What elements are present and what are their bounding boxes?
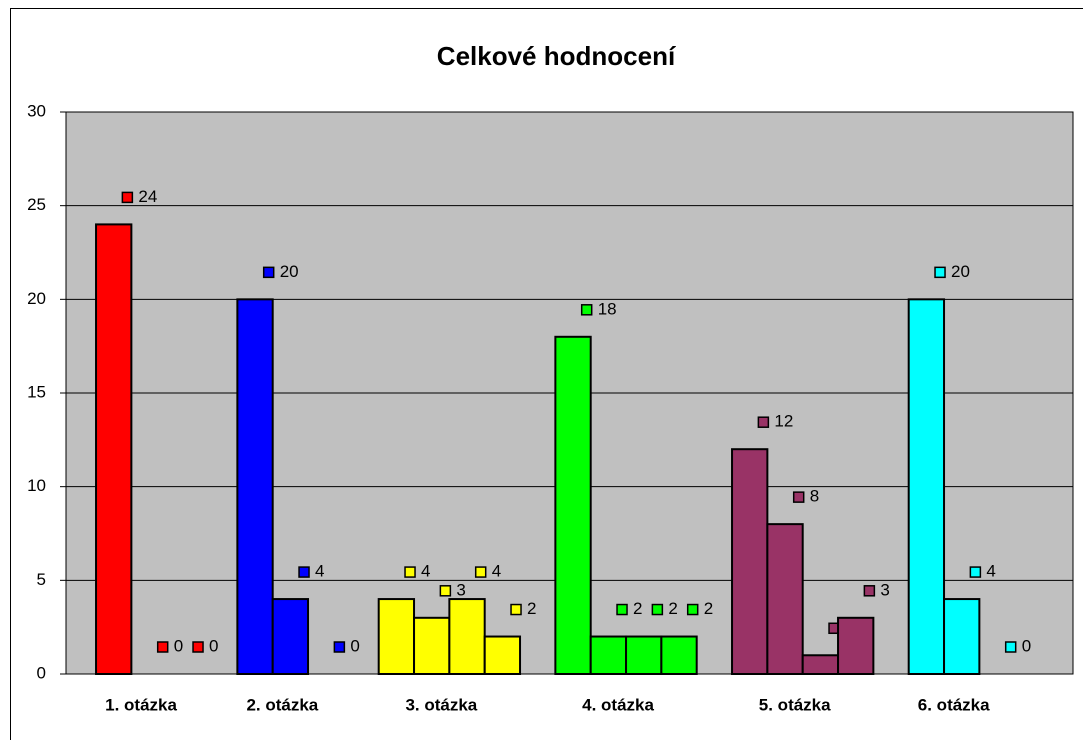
bar bbox=[837, 616, 875, 675]
data-label: 3 bbox=[456, 580, 465, 599]
bar bbox=[907, 298, 946, 675]
bar bbox=[625, 635, 663, 675]
label-marker bbox=[580, 304, 593, 316]
label-marker bbox=[1004, 641, 1017, 653]
y-tick-label: 5 bbox=[37, 570, 46, 589]
label-marker bbox=[651, 603, 664, 616]
label-marker bbox=[792, 491, 805, 503]
bar bbox=[377, 598, 416, 675]
label-marker bbox=[156, 641, 169, 653]
x-tick-label: 2. otázka bbox=[246, 695, 318, 714]
bar bbox=[589, 635, 628, 675]
label-marker bbox=[439, 585, 452, 597]
label-marker bbox=[298, 566, 310, 578]
x-tick-label: 5. otázka bbox=[759, 695, 831, 714]
data-label: 0 bbox=[209, 636, 218, 655]
bar bbox=[554, 335, 592, 675]
label-marker bbox=[934, 266, 946, 279]
label-marker bbox=[686, 603, 699, 616]
bar bbox=[413, 616, 451, 675]
label-marker bbox=[757, 416, 770, 428]
y-tick-label: 20 bbox=[27, 289, 46, 308]
data-label: 2 bbox=[633, 599, 642, 618]
y-tick-label: 25 bbox=[27, 195, 46, 214]
bar bbox=[801, 654, 840, 675]
label-marker bbox=[616, 603, 628, 616]
data-label: 12 bbox=[774, 412, 793, 431]
data-label: 2 bbox=[527, 599, 536, 618]
bar bbox=[95, 223, 133, 675]
data-label: 2 bbox=[668, 599, 677, 618]
label-marker bbox=[121, 191, 134, 204]
label-marker bbox=[474, 566, 487, 578]
data-label: 0 bbox=[174, 636, 183, 655]
bar bbox=[448, 598, 486, 675]
bar bbox=[660, 635, 698, 675]
data-label: 0 bbox=[350, 636, 359, 655]
data-label: 4 bbox=[492, 562, 501, 581]
label-marker bbox=[404, 566, 416, 578]
label-marker bbox=[510, 603, 522, 616]
x-tick-label: 4. otázka bbox=[582, 695, 654, 714]
label-marker bbox=[333, 641, 346, 653]
bar bbox=[483, 635, 522, 675]
data-label: 20 bbox=[280, 262, 299, 281]
bar bbox=[271, 598, 310, 675]
label-marker bbox=[192, 641, 204, 653]
y-tick-label: 30 bbox=[27, 101, 46, 120]
data-label: 20 bbox=[951, 262, 970, 281]
bar bbox=[236, 298, 274, 675]
y-tick-label: 0 bbox=[37, 663, 46, 682]
bar bbox=[766, 523, 804, 676]
y-tick-label: 10 bbox=[27, 476, 46, 495]
data-label: 18 bbox=[598, 299, 617, 318]
x-tick-label: 3. otázka bbox=[405, 695, 477, 714]
data-label: 24 bbox=[138, 187, 157, 206]
data-label: 4 bbox=[986, 562, 995, 581]
x-tick-label: 6. otázka bbox=[918, 695, 990, 714]
bar bbox=[731, 448, 769, 676]
label-marker bbox=[969, 566, 982, 578]
chart-title: Celkové hodnocení bbox=[437, 41, 676, 71]
data-label: 4 bbox=[315, 562, 324, 581]
bar bbox=[943, 598, 981, 675]
data-label: 3 bbox=[880, 580, 889, 599]
data-label: 2 bbox=[704, 599, 713, 618]
label-marker bbox=[863, 585, 876, 597]
data-label: 4 bbox=[421, 562, 430, 581]
data-label: 0 bbox=[1022, 636, 1031, 655]
y-tick-label: 15 bbox=[27, 382, 46, 401]
x-tick-label: 1. otázka bbox=[105, 695, 177, 714]
data-label: 8 bbox=[810, 487, 819, 506]
label-marker bbox=[262, 266, 275, 279]
